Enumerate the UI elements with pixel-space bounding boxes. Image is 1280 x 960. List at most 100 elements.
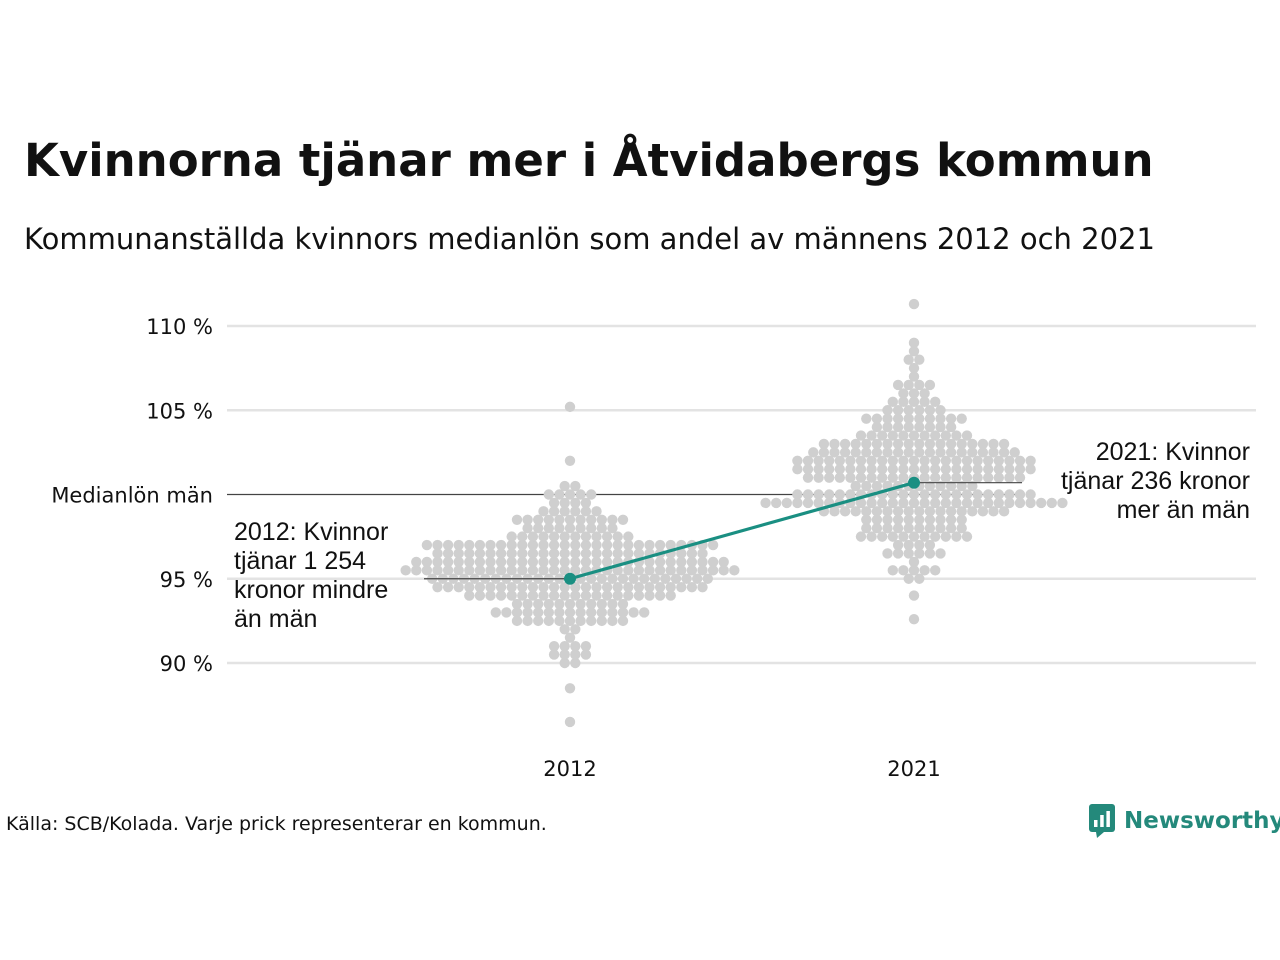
municipality-dot: [628, 607, 639, 618]
municipality-dot: [855, 531, 867, 542]
municipality-dot: [871, 421, 883, 433]
municipality-dot: [506, 565, 517, 576]
municipality-dot: [548, 531, 560, 542]
municipality-dot: [591, 539, 602, 551]
municipality-dot: [850, 506, 861, 517]
municipality-dot: [792, 497, 803, 509]
municipality-dot: [453, 556, 464, 568]
municipality-dot: [596, 523, 607, 534]
municipality-dot: [903, 573, 914, 584]
municipality-dot: [707, 565, 719, 576]
municipality-dot: [988, 447, 999, 458]
municipality-dot: [945, 421, 957, 433]
municipality-dot: [903, 447, 914, 458]
municipality-dot: [972, 455, 983, 466]
municipality-dot: [834, 472, 845, 483]
municipality-dot: [697, 581, 708, 593]
municipality-dot: [887, 497, 898, 509]
municipality-dot: [1014, 455, 1026, 466]
municipality-dot: [421, 556, 433, 568]
municipality-dot: [495, 548, 507, 559]
municipality-dot: [967, 447, 978, 458]
municipality-dot: [914, 514, 925, 525]
municipality-dot: [601, 581, 613, 593]
municipality-dot: [961, 497, 973, 509]
municipality-dot: [792, 455, 803, 466]
municipality-dot: [877, 464, 888, 475]
municipality-dot: [527, 565, 539, 576]
municipality-dot: [892, 506, 904, 517]
municipality-dot: [839, 506, 851, 517]
municipality-dot: [564, 632, 576, 643]
municipality-dot: [601, 556, 613, 568]
municipality-dot: [570, 581, 581, 593]
municipality-dot: [570, 539, 581, 551]
municipality-dot: [914, 421, 925, 433]
municipality-dot: [485, 556, 496, 568]
municipality-dot: [670, 573, 682, 584]
municipality-dot: [570, 506, 581, 517]
municipality-dot: [564, 683, 576, 694]
municipality-dot: [903, 413, 914, 424]
municipality-dot: [882, 523, 893, 534]
municipality-dot: [887, 489, 898, 500]
municipality-dot: [506, 556, 517, 568]
municipality-dot: [485, 581, 496, 593]
municipality-dot: [935, 480, 946, 492]
municipality-dot: [548, 548, 560, 559]
municipality-dot: [707, 556, 719, 568]
municipality-dot: [607, 523, 618, 534]
municipality-dot: [802, 489, 814, 500]
municipality-dot: [988, 506, 999, 517]
municipality-dot: [564, 607, 576, 618]
municipality-dot: [887, 396, 898, 408]
y-tick-label: 95 %: [160, 568, 213, 592]
municipality-dot: [829, 447, 840, 458]
municipality-dot: [474, 548, 486, 559]
municipality-dot: [845, 455, 856, 466]
municipality-dot: [945, 523, 957, 534]
municipality-dot: [924, 480, 936, 492]
municipality-dot: [855, 497, 867, 509]
municipality-dot: [919, 497, 930, 509]
municipality-dot: [824, 455, 835, 466]
municipality-dot: [813, 455, 824, 466]
municipality-dot: [617, 598, 629, 610]
municipality-dot: [570, 649, 581, 660]
municipality-dot: [903, 514, 914, 525]
municipality-dot: [538, 548, 549, 559]
municipality-dot: [729, 565, 740, 576]
municipality-dot: [877, 455, 888, 466]
municipality-dot: [586, 523, 597, 534]
municipality-dot: [474, 556, 486, 568]
municipality-dot: [607, 607, 618, 618]
municipality-dot: [665, 539, 676, 551]
municipality-dot: [527, 590, 539, 601]
municipality-dot: [543, 615, 554, 627]
municipality-dot: [564, 615, 576, 627]
annotation-line: kronor mindre: [234, 576, 388, 604]
municipality-dot: [527, 548, 539, 559]
gridlines: [227, 324, 1256, 665]
brand-name: Newsworthy: [1124, 808, 1280, 834]
municipality-dot: [432, 556, 443, 568]
municipality-dot: [559, 657, 570, 669]
municipality-dot: [919, 396, 930, 408]
municipality-dot: [575, 615, 586, 627]
municipality-dot: [802, 497, 814, 509]
municipality-dot: [850, 438, 861, 450]
municipality-dot: [940, 464, 951, 475]
municipality-dot: [924, 405, 936, 416]
municipality-dot: [892, 523, 904, 534]
municipality-dot: [845, 472, 856, 483]
municipality-dot: [861, 480, 872, 492]
annotations: 2012: Kvinnor tjänar 1 254 kronor mindre än…: [234, 438, 1250, 633]
highlight-point: [564, 572, 576, 585]
annotation-line: än män: [234, 605, 317, 633]
municipality-dot: [570, 480, 581, 492]
municipality-dot: [972, 464, 983, 475]
municipality-dot: [956, 447, 967, 458]
municipality-dot: [517, 548, 528, 559]
municipality-dot: [935, 413, 946, 424]
municipality-dot: [442, 556, 454, 568]
